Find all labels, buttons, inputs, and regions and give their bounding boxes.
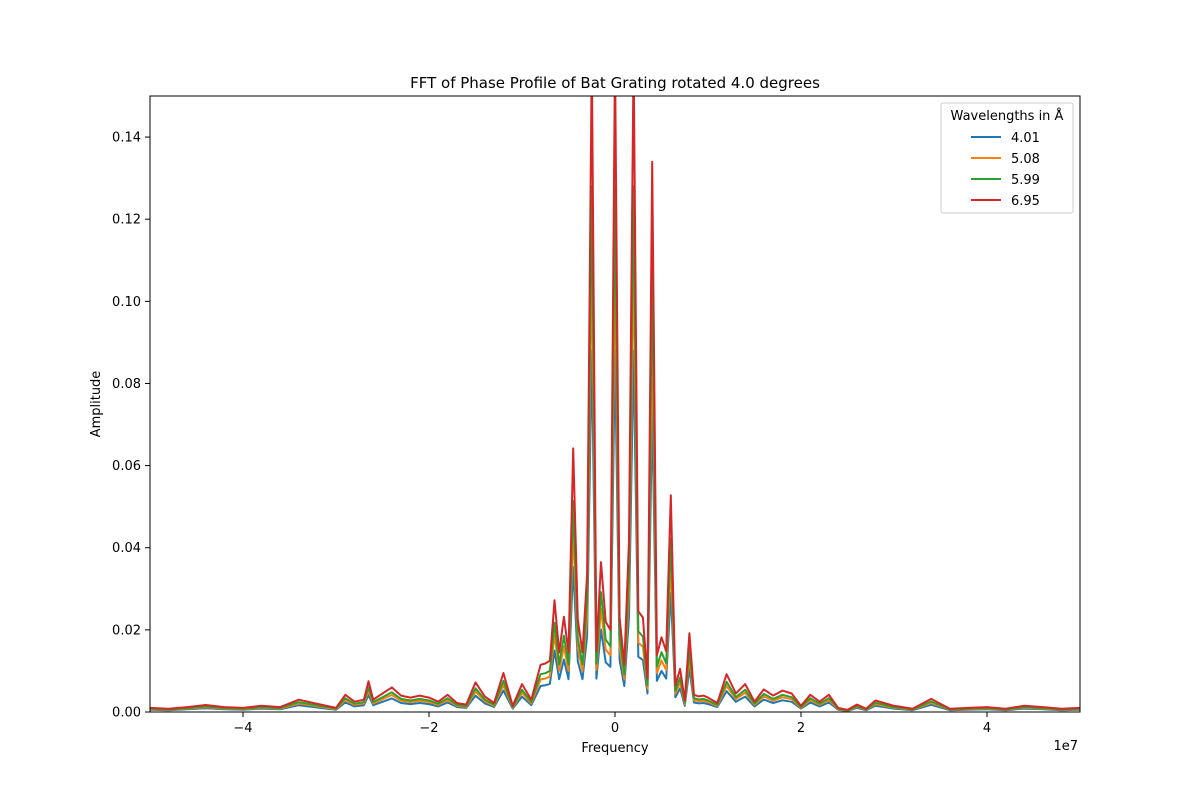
x-tick-label: 4	[983, 721, 991, 736]
series-line-4.01	[150, 349, 1080, 712]
legend: Wavelengths in Å 4.01 5.08 5.99 6.95	[940, 102, 1074, 214]
legend-title: Wavelengths in Å	[951, 108, 1064, 124]
legend-box	[940, 102, 1074, 214]
chart-title: FFT of Phase Profile of Bat Grating rota…	[410, 74, 820, 92]
x-tick-label: −4	[233, 721, 252, 736]
y-tick-label: 0.00	[112, 706, 141, 721]
series-layer	[150, 96, 1080, 712]
legend-label-4.01: 4.01	[1011, 131, 1040, 146]
x-axis-offset-label: 1e7	[1053, 739, 1078, 754]
legend-label-5.99: 5.99	[1011, 173, 1040, 188]
y-tick-label: 0.02	[112, 623, 141, 638]
y-tick-label: 0.10	[112, 295, 141, 310]
series-line-6.95	[150, 96, 1080, 711]
legend-label-5.08: 5.08	[1011, 152, 1040, 167]
x-tick-label: 0	[611, 721, 619, 736]
y-tick-label: 0.04	[112, 541, 141, 556]
y-tick-label: 0.14	[112, 131, 141, 146]
y-tick-label: 0.08	[112, 377, 141, 392]
series-line-5.99	[150, 185, 1080, 712]
x-axis: −4 −2 0 2 4	[233, 712, 991, 736]
series-line-5.08	[150, 257, 1080, 712]
x-axis-label: Frequency	[581, 741, 648, 756]
x-tick-label: 2	[797, 721, 805, 736]
x-tick-label: −2	[419, 721, 438, 736]
legend-items: 4.01 5.08 5.99 6.95	[971, 131, 1040, 209]
y-tick-label: 0.12	[112, 213, 141, 228]
y-axis: 0.00 0.02 0.04 0.06 0.08 0.10 0.12 0.14	[112, 131, 150, 721]
y-axis-label: Amplitude	[89, 371, 104, 438]
legend-label-6.95: 6.95	[1011, 194, 1040, 209]
y-tick-label: 0.06	[112, 459, 141, 474]
